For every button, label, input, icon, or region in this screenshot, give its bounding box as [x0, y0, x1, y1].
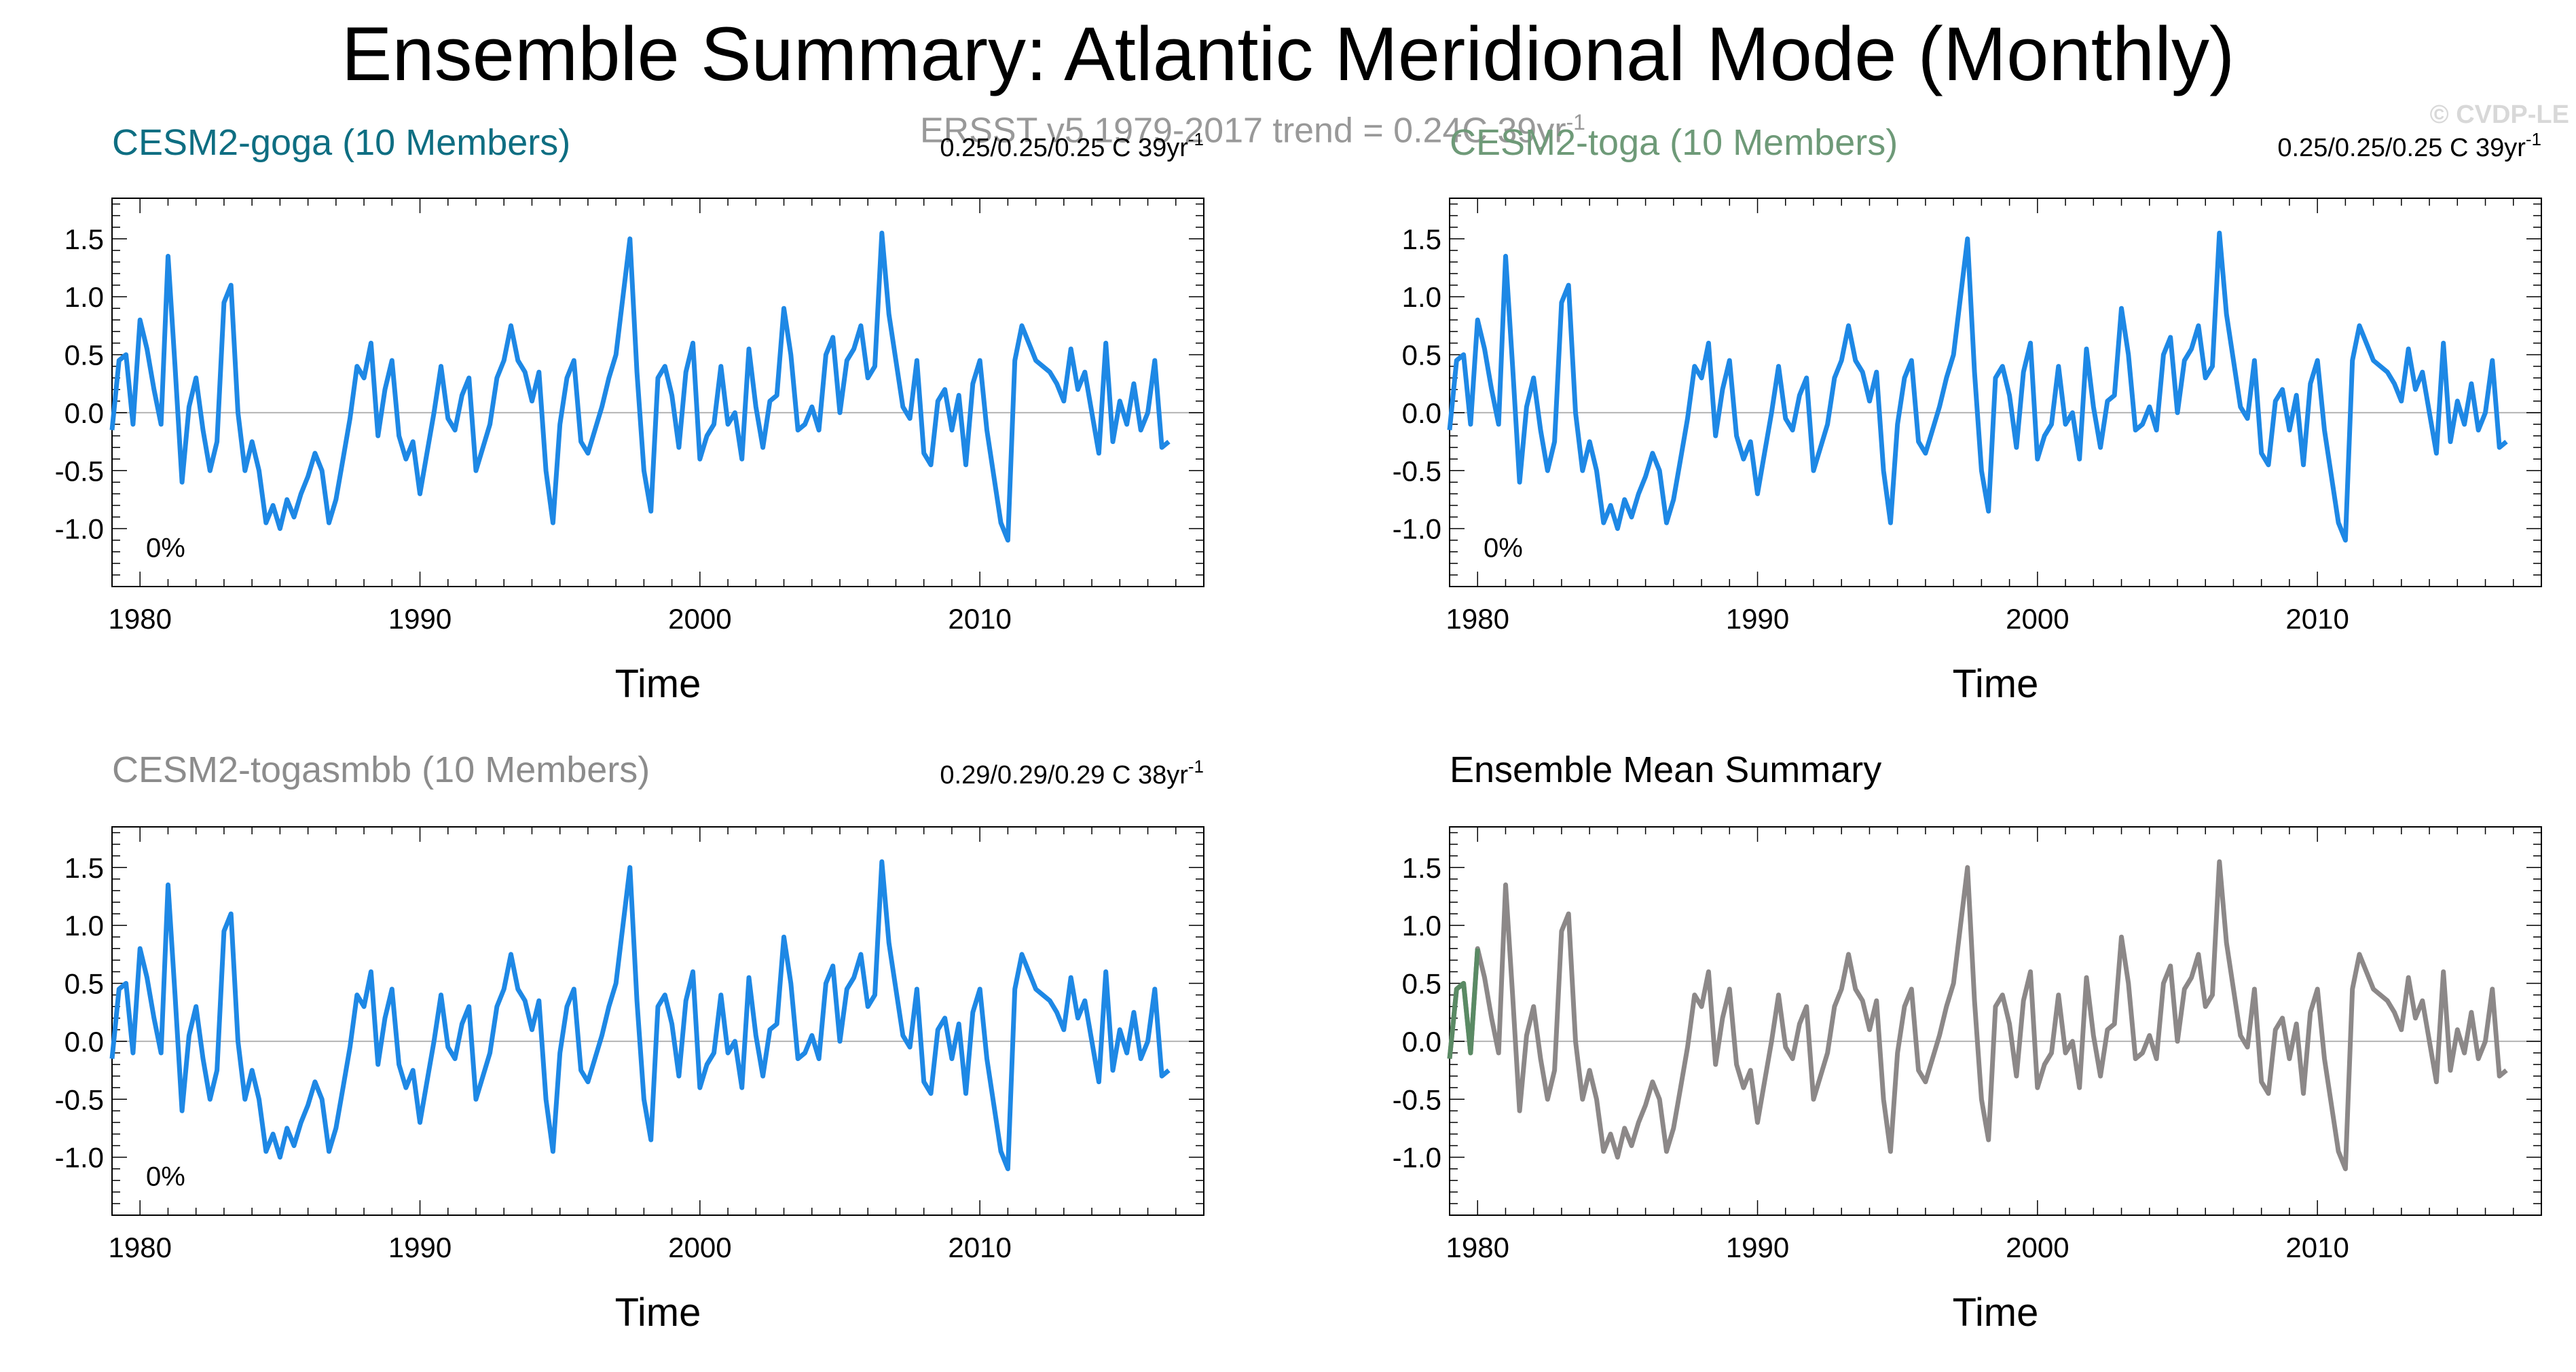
- x-tick-label: 2010: [2285, 603, 2349, 635]
- chart-panel-1: CESM2-goga (10 Members) 0.25/0.25/0.25 C …: [55, 122, 1204, 706]
- percent-label: 0%: [1484, 534, 1523, 563]
- x-tick-label: 2010: [2285, 1231, 2349, 1263]
- percent-label: 0%: [146, 1162, 185, 1192]
- series-line-secondary: [1447, 948, 1480, 1059]
- y-tick-label: -1.0: [55, 513, 104, 545]
- y-tick-label: -1.0: [55, 1142, 104, 1174]
- y-tick-label: 0.5: [65, 968, 104, 1000]
- y-tick-label: 1.5: [65, 852, 104, 884]
- x-tick-label: 2010: [948, 603, 1011, 635]
- y-tick-label: 1.5: [1402, 223, 1441, 255]
- trend-label: 0.25/0.25/0.25 C 39yr-1: [940, 129, 1204, 162]
- x-tick-label: 1980: [109, 1231, 172, 1263]
- y-tick-label: -1.0: [1393, 513, 1441, 545]
- y-tick-label: 1.0: [65, 281, 104, 313]
- plot-frame: [1449, 198, 2542, 587]
- plot-frame: [111, 198, 1204, 587]
- x-tick-label: 1980: [1446, 603, 1509, 635]
- y-tick-label: -1.0: [1393, 1142, 1441, 1174]
- x-tick-label: 1980: [109, 603, 172, 635]
- main-title: Ensemble Summary: Atlantic Meridional Mo…: [341, 12, 2235, 96]
- trend-label: 0.29/0.29/0.29 C 38yr-1: [940, 756, 1204, 790]
- percent-label: 0%: [146, 534, 185, 563]
- y-tick-label: 0.0: [1402, 1026, 1441, 1058]
- plot-title: CESM2-goga (10 Members): [112, 122, 570, 163]
- trend-exponent: -1: [2526, 129, 2541, 149]
- x-axis-title: Time: [1953, 1291, 2039, 1335]
- series-line: [1447, 859, 2508, 1172]
- y-tick-label: 1.5: [1402, 852, 1441, 884]
- plot-title: CESM2-toga (10 Members): [1450, 122, 1898, 163]
- y-tick-label: 1.0: [1402, 281, 1441, 313]
- plot-title: CESM2-togasmbb (10 Members): [112, 749, 650, 790]
- y-tick-label: 0.0: [65, 397, 104, 429]
- observation-trend: ERSST v5 1979-2017 trend = 0.24C 39yr-1: [920, 100, 1585, 152]
- plot-title: Ensemble Mean Summary: [1450, 749, 1881, 790]
- trend-label: 0.25/0.25/0.25 C 39yr-1: [2277, 129, 2541, 162]
- x-tick-label: 2000: [668, 603, 731, 635]
- y-tick-label: 1.5: [65, 223, 104, 255]
- y-tick-label: -0.5: [55, 455, 104, 487]
- trend-exponent: -1: [1188, 756, 1204, 777]
- series-line: [1447, 230, 2508, 543]
- y-tick-label: 0.0: [65, 1026, 104, 1058]
- x-tick-label: 2000: [2006, 603, 2069, 635]
- y-tick-label: 1.0: [1402, 910, 1441, 942]
- x-axis-title: Time: [1953, 662, 2039, 706]
- x-axis-title: Time: [615, 662, 701, 706]
- y-tick-label: -0.5: [1393, 1083, 1441, 1115]
- chart-panel-2: CESM2-toga (10 Members) 0.25/0.25/0.25 C …: [1393, 122, 2542, 706]
- y-tick-label: 0.5: [65, 339, 104, 371]
- y-tick-label: 0.5: [1402, 968, 1441, 1000]
- y-tick-label: 1.0: [65, 910, 104, 942]
- trend-exponent: -1: [1188, 129, 1204, 149]
- series-line: [109, 230, 1171, 543]
- plot-frame: [111, 826, 1204, 1216]
- x-tick-label: 1990: [388, 603, 452, 635]
- observation-trend-label: ERSST v5 1979-2017 trend = 0.24C 39yr: [920, 111, 1566, 151]
- x-tick-label: 1980: [1446, 1231, 1509, 1263]
- x-axis-title: Time: [615, 1291, 701, 1335]
- x-tick-label: 2010: [948, 1231, 1011, 1263]
- x-tick-label: 1990: [1726, 603, 1789, 635]
- x-tick-label: 2000: [2006, 1231, 2069, 1263]
- y-tick-label: -0.5: [55, 1083, 104, 1115]
- observation-trend-exponent: -1: [1566, 110, 1585, 134]
- copyright-mark: © CVDP-LE: [2429, 100, 2569, 129]
- plot-frame: [1449, 826, 2542, 1216]
- x-tick-label: 2000: [668, 1231, 731, 1263]
- series-line: [109, 859, 1171, 1172]
- y-tick-label: 0.0: [1402, 397, 1441, 429]
- y-tick-label: 0.5: [1402, 339, 1441, 371]
- chart-panel-4: Ensemble Mean Summary -1.0 -0.5 0.0 0.5 1.0 1.…: [1393, 749, 2542, 1335]
- y-tick-label: -0.5: [1393, 455, 1441, 487]
- x-tick-label: 1990: [1726, 1231, 1789, 1263]
- chart-panel-3: CESM2-togasmbb (10 Members) 0.29/0.29/0.2…: [55, 749, 1204, 1335]
- x-tick-label: 1990: [388, 1231, 452, 1263]
